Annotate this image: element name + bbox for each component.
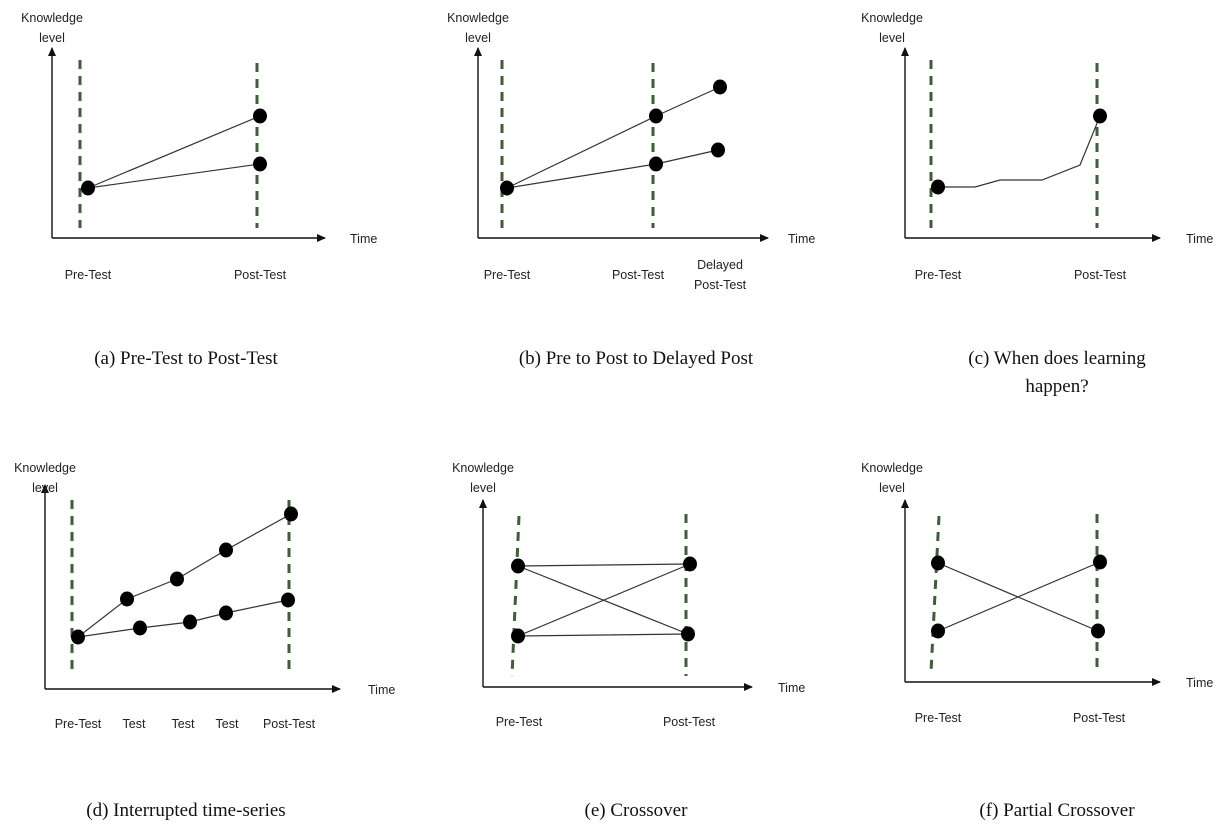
y-axis-label: Knowledge — [452, 461, 514, 475]
data-point-marker — [253, 156, 267, 172]
data-point-marker — [711, 142, 725, 158]
series-line — [77, 599, 289, 638]
x-tick-label: Test — [216, 717, 239, 731]
data-point-marker — [511, 628, 525, 644]
series-line — [506, 86, 721, 189]
x-tick-label: Post-Test — [1074, 268, 1127, 282]
x-tick-label: Post-Test — [234, 268, 287, 282]
data-point-marker — [284, 506, 298, 522]
data-point-marker — [1093, 554, 1107, 570]
data-point-marker — [81, 180, 95, 196]
x-axis-label: Time — [350, 232, 377, 246]
panel-caption: (c) When does learning — [968, 348, 1146, 369]
x-tick-label: Post-Test — [694, 278, 747, 292]
y-axis-label: level — [39, 31, 65, 45]
x-tick-label: Test — [123, 717, 146, 731]
panel-c: Knowledge level Time Pre-Test Post-Test (c) W… — [861, 11, 1213, 397]
y-axis-label: Knowledge — [861, 461, 923, 475]
x-axis-label: Time — [788, 232, 815, 246]
panel-a: Knowledge level Time Pre-Test Post-Test (a) P… — [21, 11, 377, 369]
x-tick-label: Post-Test — [612, 268, 665, 282]
panel-e: Knowledge level Time Pre-Test Post-Test (e) C… — [452, 461, 805, 821]
data-point-marker — [931, 555, 945, 571]
panel-caption: (b) Pre to Post to Delayed Post — [519, 348, 754, 369]
x-tick-label: Test — [172, 717, 195, 731]
panel-f: Knowledge level Time Pre-Test Post-Test (f) P… — [861, 461, 1213, 821]
series-line — [506, 149, 719, 189]
panel-caption: (f) Partial Crossover — [979, 800, 1135, 821]
y-axis-label: Knowledge — [447, 11, 509, 25]
panel-caption: happen? — [1025, 376, 1088, 397]
y-axis-label: level — [465, 31, 491, 45]
series-line — [517, 563, 691, 637]
x-tick-label: Post-Test — [1073, 711, 1126, 725]
data-point-marker — [713, 79, 727, 95]
data-point-marker — [649, 156, 663, 172]
x-axis-label: Time — [1186, 232, 1213, 246]
data-point-marker — [219, 542, 233, 558]
data-point-marker — [649, 108, 663, 124]
x-axis-label: Time — [778, 681, 805, 695]
y-axis-label: level — [879, 481, 905, 495]
x-tick-label: Delayed — [697, 258, 743, 272]
y-axis-label: level — [32, 481, 58, 495]
panel-caption: (a) Pre-Test to Post-Test — [94, 348, 278, 369]
series-line — [517, 563, 691, 567]
x-tick-label: Pre-Test — [915, 268, 962, 282]
y-axis-label: Knowledge — [861, 11, 923, 25]
data-point-marker — [71, 629, 85, 645]
data-point-marker — [183, 614, 197, 630]
data-point-marker — [133, 620, 147, 636]
x-tick-label: Pre-Test — [484, 268, 531, 282]
series-line — [87, 115, 261, 189]
data-point-marker — [1091, 623, 1105, 639]
x-tick-label: Pre-Test — [496, 715, 543, 729]
test-guide-dashed-line — [929, 515, 941, 673]
panel-caption: (e) Crossover — [585, 800, 689, 821]
y-axis-label: Knowledge — [21, 11, 83, 25]
x-tick-label: Pre-Test — [915, 711, 962, 725]
data-point-marker — [170, 571, 184, 587]
data-point-marker — [281, 592, 295, 608]
data-point-marker — [931, 623, 945, 639]
data-point-marker — [511, 558, 525, 574]
y-axis-label: Knowledge — [14, 461, 76, 475]
x-axis-label: Time — [1186, 676, 1213, 690]
test-guide-dashed-line — [510, 515, 521, 677]
data-point-marker — [683, 556, 697, 572]
x-tick-label: Pre-Test — [55, 717, 102, 731]
data-point-marker — [931, 179, 945, 195]
data-point-marker — [1093, 108, 1107, 124]
series-line — [937, 561, 1101, 632]
data-point-marker — [219, 605, 233, 621]
x-axis-label: Time — [368, 683, 395, 697]
data-point-marker — [681, 626, 695, 642]
data-point-marker — [120, 591, 134, 607]
x-tick-label: Pre-Test — [65, 268, 112, 282]
series-line — [938, 115, 1101, 188]
panel-b: Knowledge level Time Pre-Test Post-Test Delay… — [447, 11, 815, 369]
series-line — [87, 163, 261, 189]
data-point-marker — [253, 108, 267, 124]
data-point-marker — [500, 180, 514, 196]
panel-caption: (d) Interrupted time-series — [86, 800, 285, 821]
series-line — [517, 633, 689, 637]
x-tick-label: Post-Test — [663, 715, 716, 729]
x-tick-label: Post-Test — [263, 717, 316, 731]
y-axis-label: level — [470, 481, 496, 495]
panel-d: Knowledge level Time Pre-Test Test Test Test Po… — [14, 461, 395, 821]
y-axis-label: level — [879, 31, 905, 45]
